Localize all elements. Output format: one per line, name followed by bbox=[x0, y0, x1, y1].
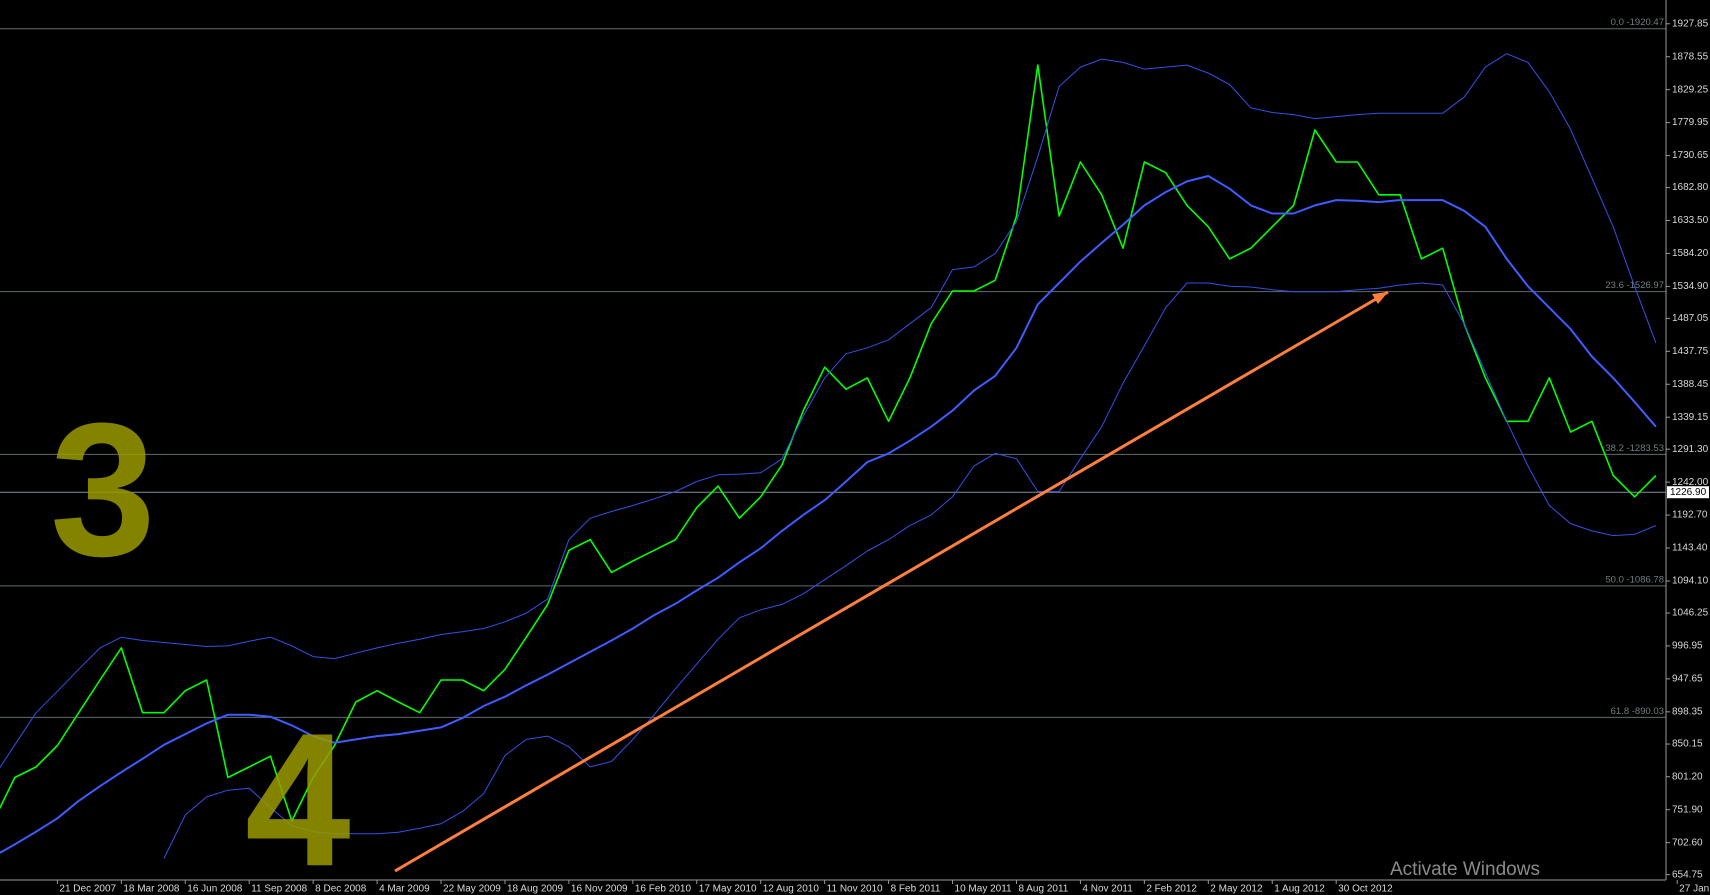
x-tick-label: 18 Mar 2008 bbox=[123, 884, 180, 895]
y-tick-label: 1046.25 bbox=[1672, 608, 1709, 619]
y-tick-label: 898.35 bbox=[1672, 706, 1703, 717]
x-tick-label: 18 Aug 2009 bbox=[507, 884, 564, 895]
x-tick-label: 16 Nov 2009 bbox=[571, 884, 628, 895]
x-tick-label: 27 Jan 2014 bbox=[1679, 884, 1710, 895]
x-tick-label: 4 Mar 2009 bbox=[379, 884, 430, 895]
annotation-4: 4 bbox=[245, 694, 351, 895]
x-tick-label: 17 May 2010 bbox=[699, 884, 757, 895]
x-tick-label: 11 Nov 2010 bbox=[827, 884, 883, 895]
y-tick-label: 751.90 bbox=[1672, 804, 1703, 815]
x-tick-label: 16 Jun 2008 bbox=[187, 884, 242, 895]
trend-arrow bbox=[1372, 292, 1388, 304]
watermark: Activate Windows bbox=[1390, 859, 1540, 880]
y-tick-label: 1878.55 bbox=[1672, 51, 1709, 62]
y-tick-label: 1829.25 bbox=[1672, 84, 1709, 95]
x-tick-label: 2 May 2012 bbox=[1210, 884, 1263, 895]
y-tick-label: 1927.85 bbox=[1672, 18, 1709, 29]
x-tick-label: 1 Aug 2012 bbox=[1274, 884, 1325, 895]
y-tick-label: 1192.70 bbox=[1672, 510, 1708, 521]
fib-label: 23.6 -1526.97 bbox=[1605, 280, 1664, 291]
y-tick-label: 1388.45 bbox=[1672, 379, 1709, 390]
fib-label: 38.2 -1283.53 bbox=[1605, 443, 1664, 454]
y-tick-label: 1779.95 bbox=[1672, 117, 1709, 128]
x-tick-label: 22 May 2009 bbox=[443, 884, 501, 895]
y-tick-label: 1730.65 bbox=[1672, 150, 1709, 161]
price-tag-label: 1226.90 bbox=[1670, 487, 1707, 498]
y-tick-label: 1534.90 bbox=[1672, 281, 1709, 292]
x-tick-label: 2 Feb 2012 bbox=[1146, 884, 1197, 895]
x-tick-label: 8 Feb 2011 bbox=[891, 884, 941, 895]
y-tick-label: 1487.05 bbox=[1672, 313, 1709, 324]
series-line bbox=[0, 175, 1657, 854]
series-line bbox=[0, 53, 1657, 769]
annotation-3: 3 bbox=[50, 384, 156, 596]
fib-label: 61.8 -890.03 bbox=[1611, 706, 1664, 717]
trend-line bbox=[394, 290, 1389, 873]
y-tick-label: 1584.20 bbox=[1672, 248, 1709, 259]
y-tick-label: 801.20 bbox=[1672, 771, 1703, 782]
x-tick-label: 12 Aug 2010 bbox=[763, 884, 820, 895]
x-tick-label: 10 May 2011 bbox=[955, 884, 1013, 895]
y-tick-label: 947.65 bbox=[1672, 674, 1703, 685]
y-tick-label: 1094.10 bbox=[1672, 576, 1709, 587]
x-tick-label: 4 Nov 2011 bbox=[1082, 884, 1133, 895]
y-tick-label: 1143.40 bbox=[1672, 543, 1708, 554]
y-tick-label: 702.60 bbox=[1672, 837, 1703, 848]
y-tick-label: 1242.00 bbox=[1672, 477, 1709, 488]
x-tick-label: 30 Oct 2012 bbox=[1338, 884, 1393, 895]
y-tick-label: 654.75 bbox=[1672, 869, 1703, 880]
price-tag bbox=[1667, 486, 1709, 499]
y-tick-label: 1682.80 bbox=[1672, 182, 1709, 193]
y-tick-label: 1291.30 bbox=[1672, 444, 1709, 455]
y-tick-label: 850.15 bbox=[1672, 739, 1703, 750]
series-line bbox=[163, 282, 1657, 859]
x-tick-label: 11 Sep 2008 bbox=[251, 884, 307, 895]
x-tick-label: 21 Dec 2007 bbox=[59, 884, 116, 895]
x-tick-label: 16 Feb 2010 bbox=[635, 884, 692, 895]
x-tick-label: 8 Aug 2011 bbox=[1018, 884, 1068, 895]
y-tick-label: 1437.75 bbox=[1672, 346, 1709, 357]
y-tick-label: 1339.15 bbox=[1672, 412, 1709, 423]
y-tick-label: 1633.50 bbox=[1672, 215, 1709, 226]
y-tick-label: 996.95 bbox=[1672, 641, 1703, 652]
fib-label: 0.0 -1920.47 bbox=[1611, 17, 1664, 28]
fib-label: 50.0 -1086.78 bbox=[1605, 574, 1664, 585]
x-tick-label: 8 Dec 2008 bbox=[315, 884, 367, 895]
series-line bbox=[0, 64, 1657, 822]
plot-area bbox=[0, 28, 1666, 859]
